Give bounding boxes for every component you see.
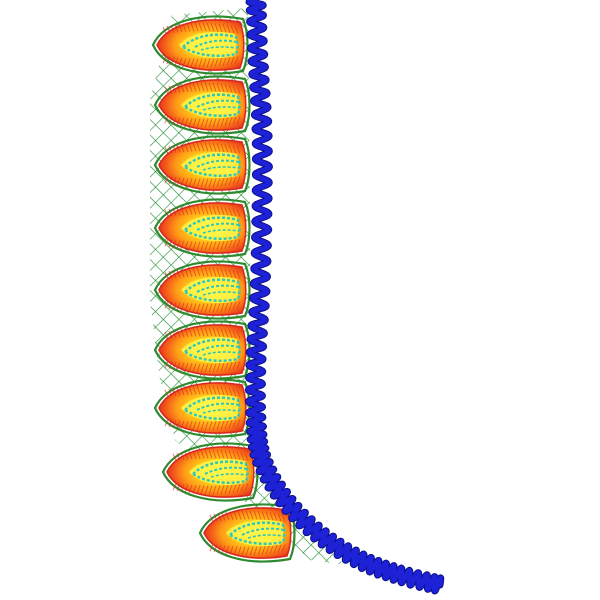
leaf-motif bbox=[153, 198, 251, 258]
satin-stitch-texture bbox=[164, 142, 241, 188]
leaf-motif bbox=[153, 378, 251, 438]
leaf-motif-column bbox=[151, 15, 296, 563]
satin-stitch-texture bbox=[209, 510, 286, 556]
leaf-motif bbox=[153, 320, 251, 380]
satin-stitch-texture bbox=[164, 82, 241, 128]
satin-stitch-texture bbox=[164, 385, 241, 431]
satin-stitch-texture bbox=[164, 267, 241, 313]
leaf-motif bbox=[198, 503, 296, 563]
leaf-motif bbox=[161, 442, 259, 502]
leaf-motif bbox=[153, 75, 251, 135]
satin-stitch-texture bbox=[164, 205, 241, 251]
blue-wavy-cord bbox=[244, 0, 445, 595]
satin-stitch-texture bbox=[164, 327, 241, 373]
leaf-motif bbox=[153, 260, 251, 320]
leaf-motif bbox=[151, 15, 249, 75]
satin-stitch-texture bbox=[162, 22, 239, 68]
satin-stitch-texture bbox=[172, 449, 249, 495]
leaf-motif bbox=[153, 135, 251, 195]
cord-stitch bbox=[245, 0, 444, 594]
